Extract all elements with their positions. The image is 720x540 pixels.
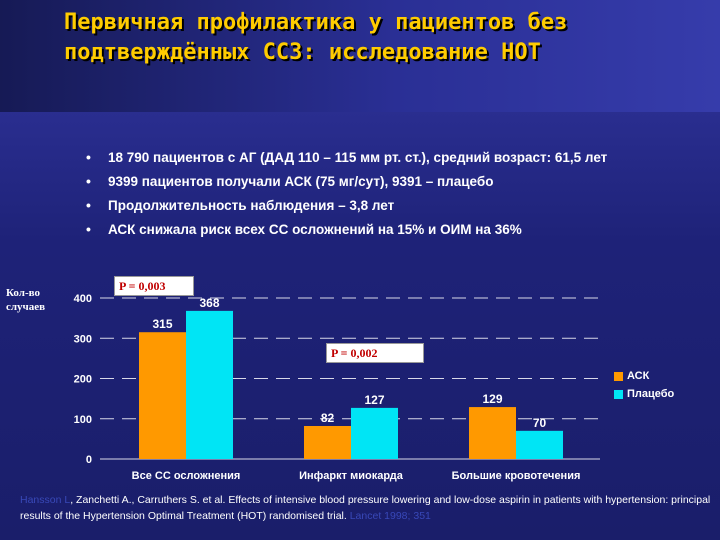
bar-ask	[304, 425, 351, 459]
reference-citation: Hansson L, Zanchetti A., Carruthers S. e…	[20, 492, 712, 524]
legend-item-ask: АСК	[614, 370, 674, 382]
bullet-item: • 9399 пациентов получали АСК (75 мг/сут)…	[86, 172, 686, 191]
bar-ask	[139, 332, 186, 459]
bullet-text: АСК снижала риск всех СС осложнений на 1…	[108, 222, 522, 237]
category-label: Инфаркт миокарда	[299, 470, 404, 482]
legend-label-placebo: Плацебо	[627, 388, 675, 400]
bullet-dot: •	[86, 197, 91, 213]
y-tick-label: 200	[74, 374, 92, 386]
bullet-dot: •	[86, 173, 91, 189]
bullet-list: • 18 790 пациентов с АГ (ДАД 110 – 115 мм…	[86, 148, 686, 244]
bar-chart: 0 100 200 300 400 315 368 Все СС осложнения 82 12…	[74, 293, 600, 482]
bar-value-label: 70	[533, 416, 547, 430]
bar-ask	[469, 407, 516, 459]
bullet-text: 9399 пациентов получали АСК (75 мг/сут),…	[108, 174, 494, 189]
reference-faded-lead: Hansson L	[20, 494, 71, 506]
legend-swatch-ask	[614, 371, 623, 381]
slide-title: Первичная профилактика у пациентов без п…	[64, 10, 568, 65]
chart-ylabel: Кол-во случаев	[6, 287, 46, 313]
legend-label-ask: АСК	[627, 370, 650, 382]
bullet-item: • АСК снижала риск всех СС осложнений на …	[86, 220, 686, 239]
category-label: Большие кровотечения	[452, 470, 581, 482]
bullet-item: • Продолжительность наблюдения – 3,8 лет	[86, 196, 686, 215]
p-value-box-mi: P = 0,002	[326, 343, 424, 363]
bullet-dot: •	[86, 221, 91, 237]
bullet-item: • 18 790 пациентов с АГ (ДАД 110 – 115 мм…	[86, 148, 686, 167]
bar-value-label: 315	[152, 317, 172, 331]
reference-faded-tail: Lancet 1998; 351	[349, 510, 431, 522]
legend-item-placebo: Плацебо	[614, 388, 674, 400]
chart-legend: АСК Плацебо	[614, 370, 674, 406]
bullet-text: Продолжительность наблюдения – 3,8 лет	[108, 198, 395, 213]
legend-swatch-placebo	[614, 389, 623, 399]
p-value-box-all-cv: P = 0,003	[114, 276, 194, 296]
title-band	[0, 0, 720, 112]
bar-placebo	[351, 407, 398, 459]
bar-value-label: 82	[321, 411, 335, 425]
y-tick-label: 400	[74, 293, 92, 305]
bullet-text: 18 790 пациентов с АГ (ДАД 110 – 115 мм …	[108, 150, 608, 165]
category-label: Все СС осложнения	[132, 470, 241, 482]
reference-text: , Zanchetti A., Carruthers S. et al. Eff…	[20, 494, 711, 522]
bullet-dot: •	[86, 149, 91, 165]
bar-value-label: 129	[482, 392, 502, 406]
y-tick-label: 300	[74, 333, 92, 345]
bar-placebo	[516, 430, 563, 459]
y-tick-label: 0	[86, 454, 92, 466]
bar-value-label: 127	[364, 393, 384, 407]
y-tick-label: 100	[74, 414, 92, 426]
bar-placebo	[186, 310, 233, 459]
bar-value-label: 368	[199, 296, 219, 310]
